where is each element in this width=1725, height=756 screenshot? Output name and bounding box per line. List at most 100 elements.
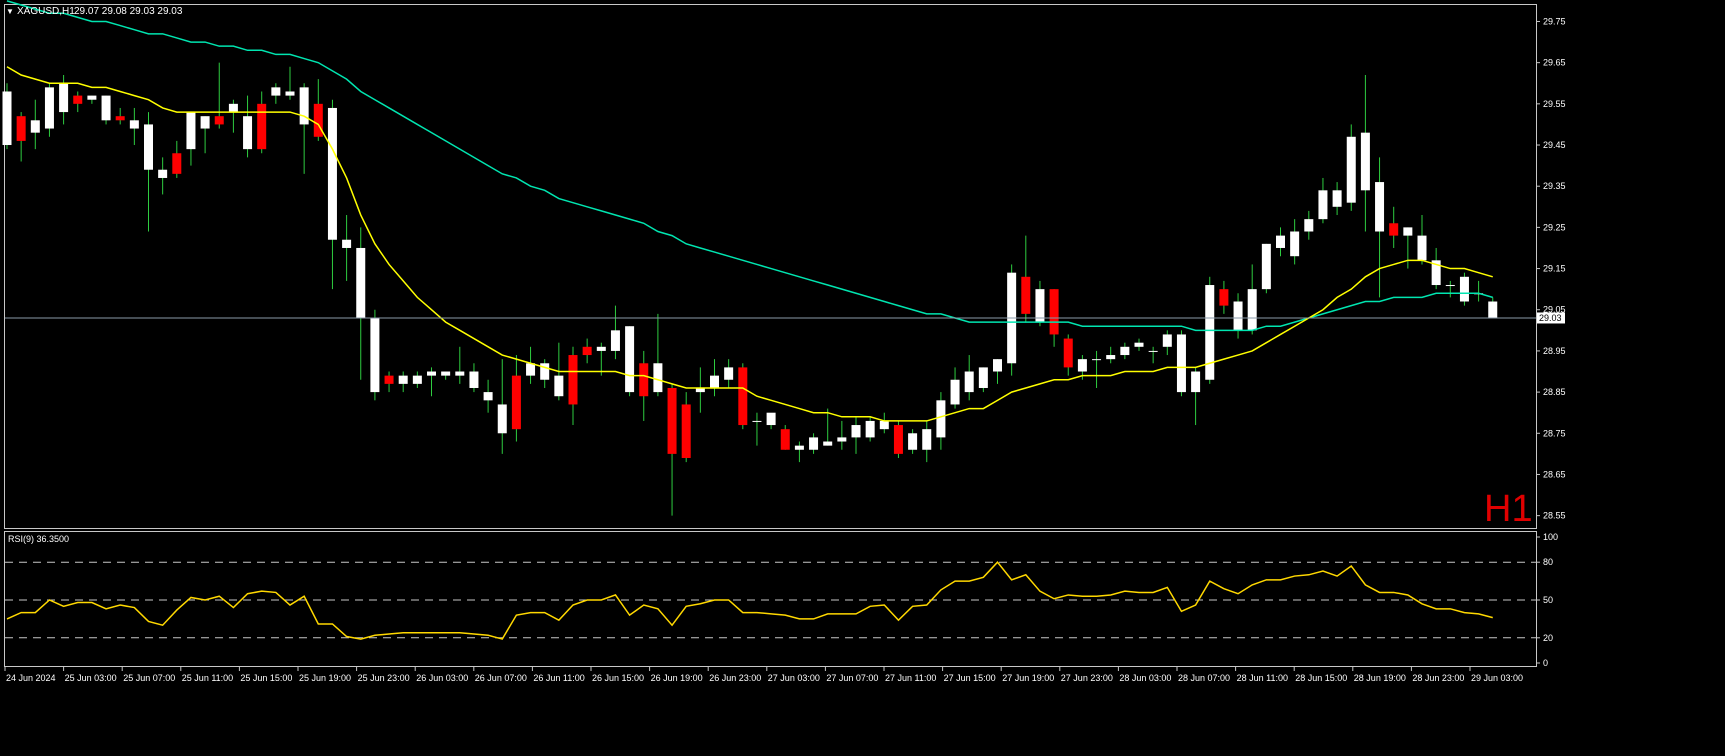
bull-candle [144, 124, 153, 170]
ma-slow-line [6, 0, 1493, 332]
bull-candle [271, 87, 281, 96]
bull-candle [299, 87, 309, 125]
bull-candle [101, 95, 111, 121]
ma-fast-line [6, 66, 1493, 422]
bull-candle [1403, 227, 1413, 236]
candles-group [2, 62, 1498, 516]
bull-candle [1375, 182, 1385, 232]
bull-candle [752, 420, 762, 422]
bear-candle [214, 116, 224, 125]
price-tick-label: 28.75 [1543, 428, 1566, 438]
bull-candle [1247, 289, 1257, 331]
dropdown-triangle-icon[interactable]: ▼ [6, 7, 14, 16]
bear-candle [172, 153, 182, 174]
bull-candle [922, 429, 932, 450]
bear-candle [73, 95, 83, 104]
bull-candle [1488, 301, 1498, 318]
bull-candle [809, 437, 819, 450]
bull-candle [129, 120, 139, 129]
bull-candle [1205, 285, 1215, 380]
bull-candle [441, 371, 451, 376]
bull-candle [1304, 219, 1314, 232]
bear-candle [568, 355, 578, 405]
bear-candle [667, 387, 677, 454]
price-axis: 29.75 29.65 29.55 29.45 29.35 29.25 29.15 29.05… [1536, 16, 1566, 521]
bull-candle [851, 425, 861, 438]
bull-candle [879, 420, 889, 430]
bear-candle [780, 429, 790, 450]
ohlc-readout: 29.07 29.08 29.03 29.03 [74, 6, 183, 17]
bull-candle [625, 326, 635, 393]
current-price-label: 29.03 [1539, 313, 1562, 323]
bull-candle [1290, 231, 1300, 257]
bull-candle [370, 317, 380, 393]
rsi-axis: 100 80 50 20 0 [1536, 532, 1558, 668]
bear-candle [1219, 289, 1229, 306]
bull-candle [1035, 289, 1045, 323]
price-tick-label: 29.65 [1543, 58, 1566, 68]
bull-candle [243, 116, 253, 150]
bull-candle [327, 107, 337, 240]
time-tick-label: 26 Jun 03:00 [416, 673, 468, 683]
bull-candle [695, 387, 705, 393]
bull-candle [30, 120, 40, 133]
bull-candle [158, 169, 168, 178]
time-tick-label: 28 Jun 11:00 [1237, 673, 1288, 683]
bull-candle [1148, 350, 1158, 352]
rsi-pane-frame [4, 531, 1537, 667]
bull-candle [1134, 342, 1144, 347]
time-tick-label: 27 Jun 03:00 [768, 673, 820, 683]
rsi-tick-label: 20 [1543, 633, 1553, 643]
bull-candle [469, 371, 479, 388]
time-tick-label: 26 Jun 15:00 [592, 673, 644, 683]
bull-candle [1459, 276, 1469, 302]
bull-candle [554, 375, 564, 397]
time-tick-label: 28 Jun 23:00 [1412, 673, 1464, 683]
bear-candle [681, 404, 691, 458]
bull-candle [993, 359, 1002, 372]
time-tick-label: 25 Jun 07:00 [123, 673, 175, 683]
time-tick-label: 28 Jun 19:00 [1354, 673, 1406, 683]
bull-candle [1445, 285, 1455, 287]
bull-candle [342, 239, 352, 248]
bull-candle [1233, 301, 1243, 331]
bull-candle [865, 420, 875, 438]
time-tick-label: 26 Jun 11:00 [533, 673, 584, 683]
price-tick-label: 29.05 [1543, 305, 1566, 315]
bull-candle [1276, 235, 1285, 248]
price-tick-label: 29.45 [1543, 140, 1566, 150]
bull-candle [526, 363, 536, 376]
bull-candle [228, 103, 238, 113]
bull-candle [285, 91, 295, 96]
price-tick-label: 28.85 [1543, 387, 1566, 397]
bull-candle [1332, 190, 1342, 207]
bull-candle [610, 330, 620, 351]
bull-candle [59, 83, 69, 113]
bull-candle [1162, 334, 1172, 347]
time-tick-label: 24 Jun 2024 [6, 673, 56, 683]
time-tick-label: 25 Jun 15:00 [240, 673, 292, 683]
bull-candle [710, 375, 719, 388]
time-tick-label: 28 Jun 15:00 [1295, 673, 1347, 683]
bull-candle [200, 116, 210, 129]
bear-candle [1063, 338, 1073, 368]
bull-candle [1106, 355, 1116, 360]
bear-candle [257, 103, 267, 150]
price-tick-label: 29.35 [1543, 181, 1566, 191]
time-tick-label: 28 Jun 07:00 [1178, 673, 1230, 683]
bear-candle [738, 367, 748, 426]
bull-candle [950, 379, 960, 405]
bull-candle [1176, 334, 1186, 393]
bear-candle [639, 363, 649, 397]
bear-candle [1389, 223, 1399, 236]
bull-candle [936, 400, 946, 438]
bear-candle [1021, 276, 1031, 314]
bear-candle [16, 116, 26, 141]
time-tick-label: 27 Jun 15:00 [944, 673, 996, 683]
bull-candle [483, 392, 493, 401]
price-tick-label: 29.15 [1543, 264, 1566, 274]
bull-candle [1431, 260, 1441, 286]
bear-candle [582, 346, 592, 356]
bull-candle [1318, 190, 1328, 220]
